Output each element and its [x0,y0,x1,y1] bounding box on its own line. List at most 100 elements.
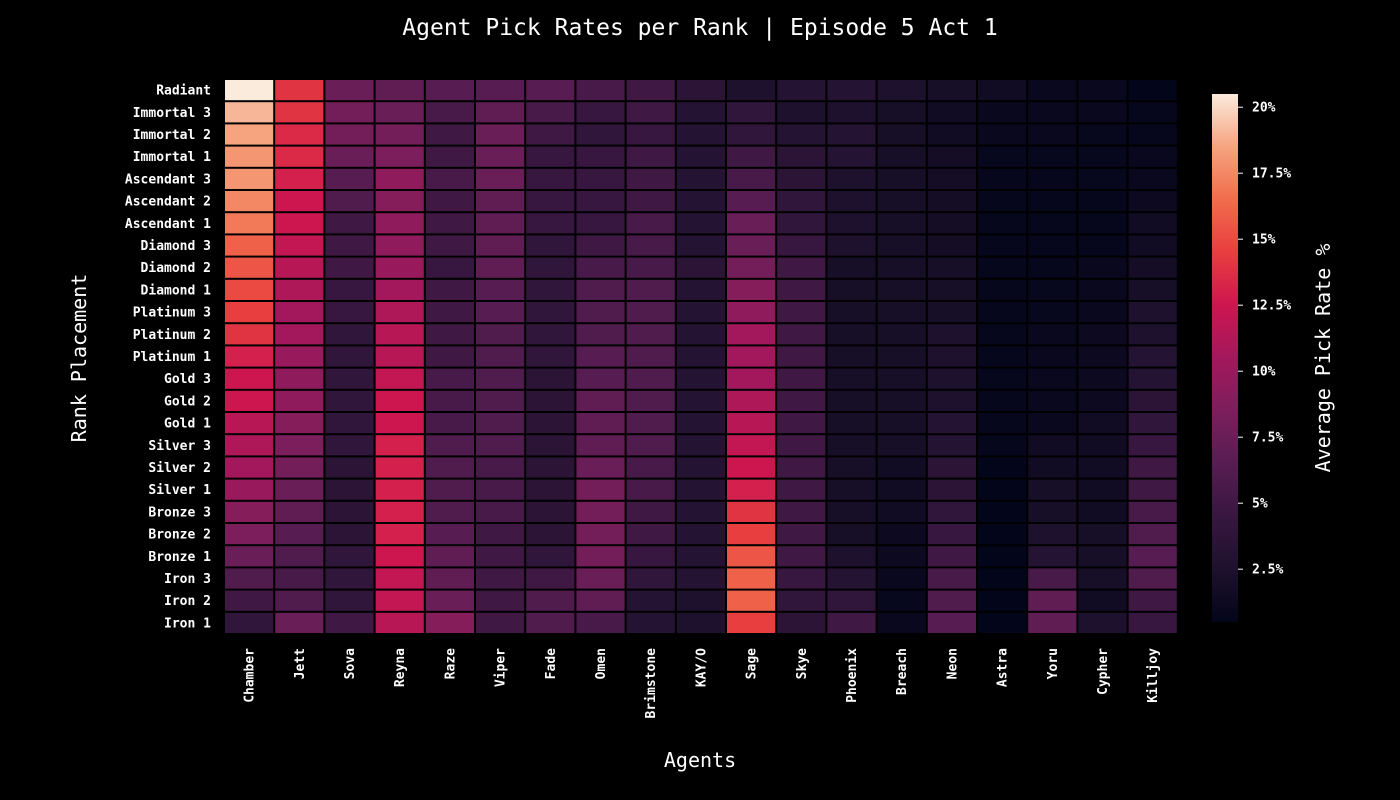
heatmap-cell [526,546,575,567]
heatmap-cell [1078,501,1127,522]
heatmap-cell [526,235,575,256]
heatmap-cell [927,324,976,345]
heatmap-cell [978,168,1027,189]
heatmap-cell [425,146,474,167]
heatmap-cell [877,80,926,101]
heatmap-cell [676,279,725,300]
heatmap-cell [425,102,474,123]
heatmap-cell [526,346,575,367]
heatmap-cell [727,435,776,456]
heatmap-cell [1128,368,1177,389]
heatmap-cell [927,257,976,278]
y-tick-label: Silver 2 [148,461,211,476]
heatmap-cell [777,524,826,545]
heatmap-cell [676,124,725,145]
heatmap-cell [1128,124,1177,145]
chart-title: Agent Pick Rates per Rank | Episode 5 Ac… [402,15,997,41]
heatmap-cell [375,302,424,323]
heatmap-cell [526,146,575,167]
heatmap-cell [1078,168,1127,189]
heatmap-cell [476,413,525,434]
x-tick-label: Yoru [1046,648,1061,679]
heatmap-cell [777,235,826,256]
heatmap-cell [225,479,274,500]
heatmap-cell [275,413,324,434]
heatmap-cell [727,146,776,167]
heatmap-cell [576,346,625,367]
heatmap-cell [1028,102,1077,123]
heatmap-cell [1128,390,1177,411]
heatmap-cell [1128,435,1177,456]
heatmap-cell [978,213,1027,234]
heatmap-cell [425,368,474,389]
heatmap-cell [576,324,625,345]
heatmap-cell [1128,279,1177,300]
heatmap-cell [777,501,826,522]
x-tick-label: Omen [594,648,609,679]
heatmap-cell [626,235,675,256]
heatmap-cell [1078,612,1127,633]
heatmap-cell [476,102,525,123]
heatmap-cell [1028,524,1077,545]
heatmap-cell [576,568,625,589]
heatmap-cell [425,479,474,500]
heatmap-cell [676,390,725,411]
heatmap-cell [877,191,926,212]
heatmap-cell [1128,324,1177,345]
heatmap-cell [727,257,776,278]
heatmap-cell [827,457,876,478]
colorbar-tick-label: 20% [1252,101,1276,116]
heatmap-cell [1078,235,1127,256]
heatmap-cell [626,568,675,589]
heatmap-cell [375,368,424,389]
heatmap-cell [727,546,776,567]
heatmap-cell [777,368,826,389]
heatmap-cell [325,324,374,345]
heatmap-cell [927,501,976,522]
heatmap-cell [676,368,725,389]
heatmap-cell [777,390,826,411]
heatmap-cell [1128,590,1177,611]
heatmap-cell [877,257,926,278]
heatmap-cell [526,368,575,389]
heatmap-cell [325,213,374,234]
heatmap-cell [1028,390,1077,411]
heatmap-cell [877,479,926,500]
heatmap-cell [927,590,976,611]
y-tick-label: Diamond 1 [141,283,212,298]
y-tick-label: Iron 2 [164,594,211,609]
heatmap-cell [827,346,876,367]
x-tick-label: Reyna [393,648,408,687]
heatmap-cell [676,302,725,323]
heatmap-cell [1128,524,1177,545]
heatmap-cell [676,235,725,256]
heatmap-cell [676,168,725,189]
heatmap-cell [526,302,575,323]
heatmap-cell [1128,213,1177,234]
heatmap-cell [626,390,675,411]
heatmap-cell [1078,302,1127,323]
heatmap-cell [225,368,274,389]
heatmap-cell [526,457,575,478]
heatmap-cell [325,612,374,633]
heatmap-cell [727,235,776,256]
colorbar-tick-label: 5% [1252,497,1268,512]
heatmap-cell [1128,413,1177,434]
heatmap-cell [827,235,876,256]
heatmap-cell [727,368,776,389]
heatmap-cell [325,390,374,411]
heatmap-cell [375,590,424,611]
heatmap-cell [978,124,1027,145]
heatmap-cell [927,124,976,145]
heatmap-cell [526,191,575,212]
heatmap-cell [1028,457,1077,478]
heatmap-cell [626,346,675,367]
heatmap-cell [727,457,776,478]
heatmap-cell [626,257,675,278]
heatmap-cell [676,524,725,545]
heatmap-cell [676,501,725,522]
heatmap-cell [676,324,725,345]
heatmap-cell [978,568,1027,589]
colorbar-tick-label: 12.5% [1252,299,1291,314]
x-tick-labels: Chamber Jett Sova Reyna Raze Viper Fade Omen Bri… [243,648,1162,719]
